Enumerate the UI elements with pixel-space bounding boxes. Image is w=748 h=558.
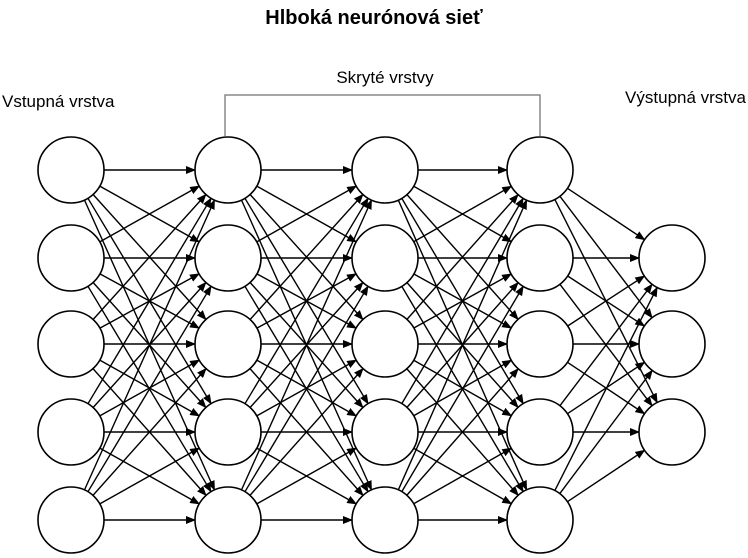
connection-l2-n4-to-n0: [397, 199, 528, 491]
connection-l0-n4-to-n3: [99, 447, 201, 505]
connection-l3-n0-to-n1: [559, 195, 653, 319]
connection-l3-n4-to-n2: [567, 449, 646, 503]
connection-l3-n4-to-n1: [559, 369, 653, 495]
connection-l1-n4-to-n3: [256, 447, 358, 505]
connection-l2-n1-to-n0: [413, 185, 513, 243]
connection-l1-n4-to-n2: [249, 367, 364, 496]
connection-l1-n2-to-n0: [249, 193, 364, 320]
hidden-neuron-3-4: [506, 398, 574, 466]
input-neuron-0-4: [37, 398, 105, 466]
input-neuron-0-5: [37, 486, 105, 554]
connection-l2-n4-to-n3: [413, 447, 513, 505]
input-neuron-0-3: [37, 310, 105, 378]
connection-l0-n2-to-n0: [92, 193, 207, 320]
hidden-neuron-2-4: [351, 398, 419, 466]
hidden-neuron-2-1: [351, 136, 419, 204]
hidden-neuron-3-1: [506, 136, 574, 204]
input-layer-label: Vstupná vrstva: [2, 92, 115, 111]
output-layer-label: Výstupná vrstva: [625, 88, 746, 107]
output-neuron-4-2: [638, 310, 706, 378]
connection-l1-n3-to-n0: [244, 197, 369, 405]
connection-l2-n2-to-n0: [406, 193, 519, 320]
connection-l2-n4-to-n1: [401, 285, 524, 492]
hidden-neuron-1-2: [194, 224, 262, 292]
connection-l1-n4-to-n1: [244, 285, 369, 493]
input-neuron-0-1: [37, 136, 105, 204]
connection-l3-n3-to-n0: [559, 283, 653, 407]
connection-l1-n1-to-n0: [256, 185, 358, 243]
connection-l0-n4-to-n1: [87, 285, 212, 493]
hidden-neuron-1-3: [194, 310, 262, 378]
hidden-neuron-3-2: [506, 224, 574, 292]
connection-l3-n4-to-n0: [554, 286, 658, 491]
output-neuron-4-1: [638, 224, 706, 292]
output-neuron-4-3: [638, 398, 706, 466]
hidden-layers-label: Skryté vrstvy: [336, 68, 434, 87]
hidden-neuron-3-3: [506, 310, 574, 378]
hidden-neuron-1-1: [194, 136, 262, 204]
hidden-neuron-3-5: [506, 486, 574, 554]
connection-l3-n0-to-n0: [567, 187, 646, 241]
connection-l0-n4-to-n0: [83, 199, 216, 491]
hidden-neuron-1-5: [194, 486, 262, 554]
connection-l2-n4-to-n2: [406, 368, 519, 496]
connection-l0-n1-to-n0: [99, 185, 201, 243]
diagram-title: Hlboká neurónová sieť: [265, 7, 483, 29]
hidden-neuron-2-5: [351, 486, 419, 554]
input-neuron-0-2: [37, 224, 105, 292]
connection-l3-n2-to-n0: [567, 275, 646, 327]
hidden-neuron-2-2: [351, 224, 419, 292]
connection-l0-n4-to-n2: [92, 367, 207, 496]
connection-l2-n3-to-n0: [401, 197, 524, 404]
neurons: [37, 136, 706, 554]
connections: [83, 166, 658, 524]
hidden-layers-bracket: [224, 94, 541, 136]
hidden-neuron-1-4: [194, 398, 262, 466]
hidden-neuron-2-3: [351, 310, 419, 378]
connection-l0-n3-to-n0: [87, 197, 212, 405]
connection-l1-n4-to-n0: [240, 199, 373, 491]
